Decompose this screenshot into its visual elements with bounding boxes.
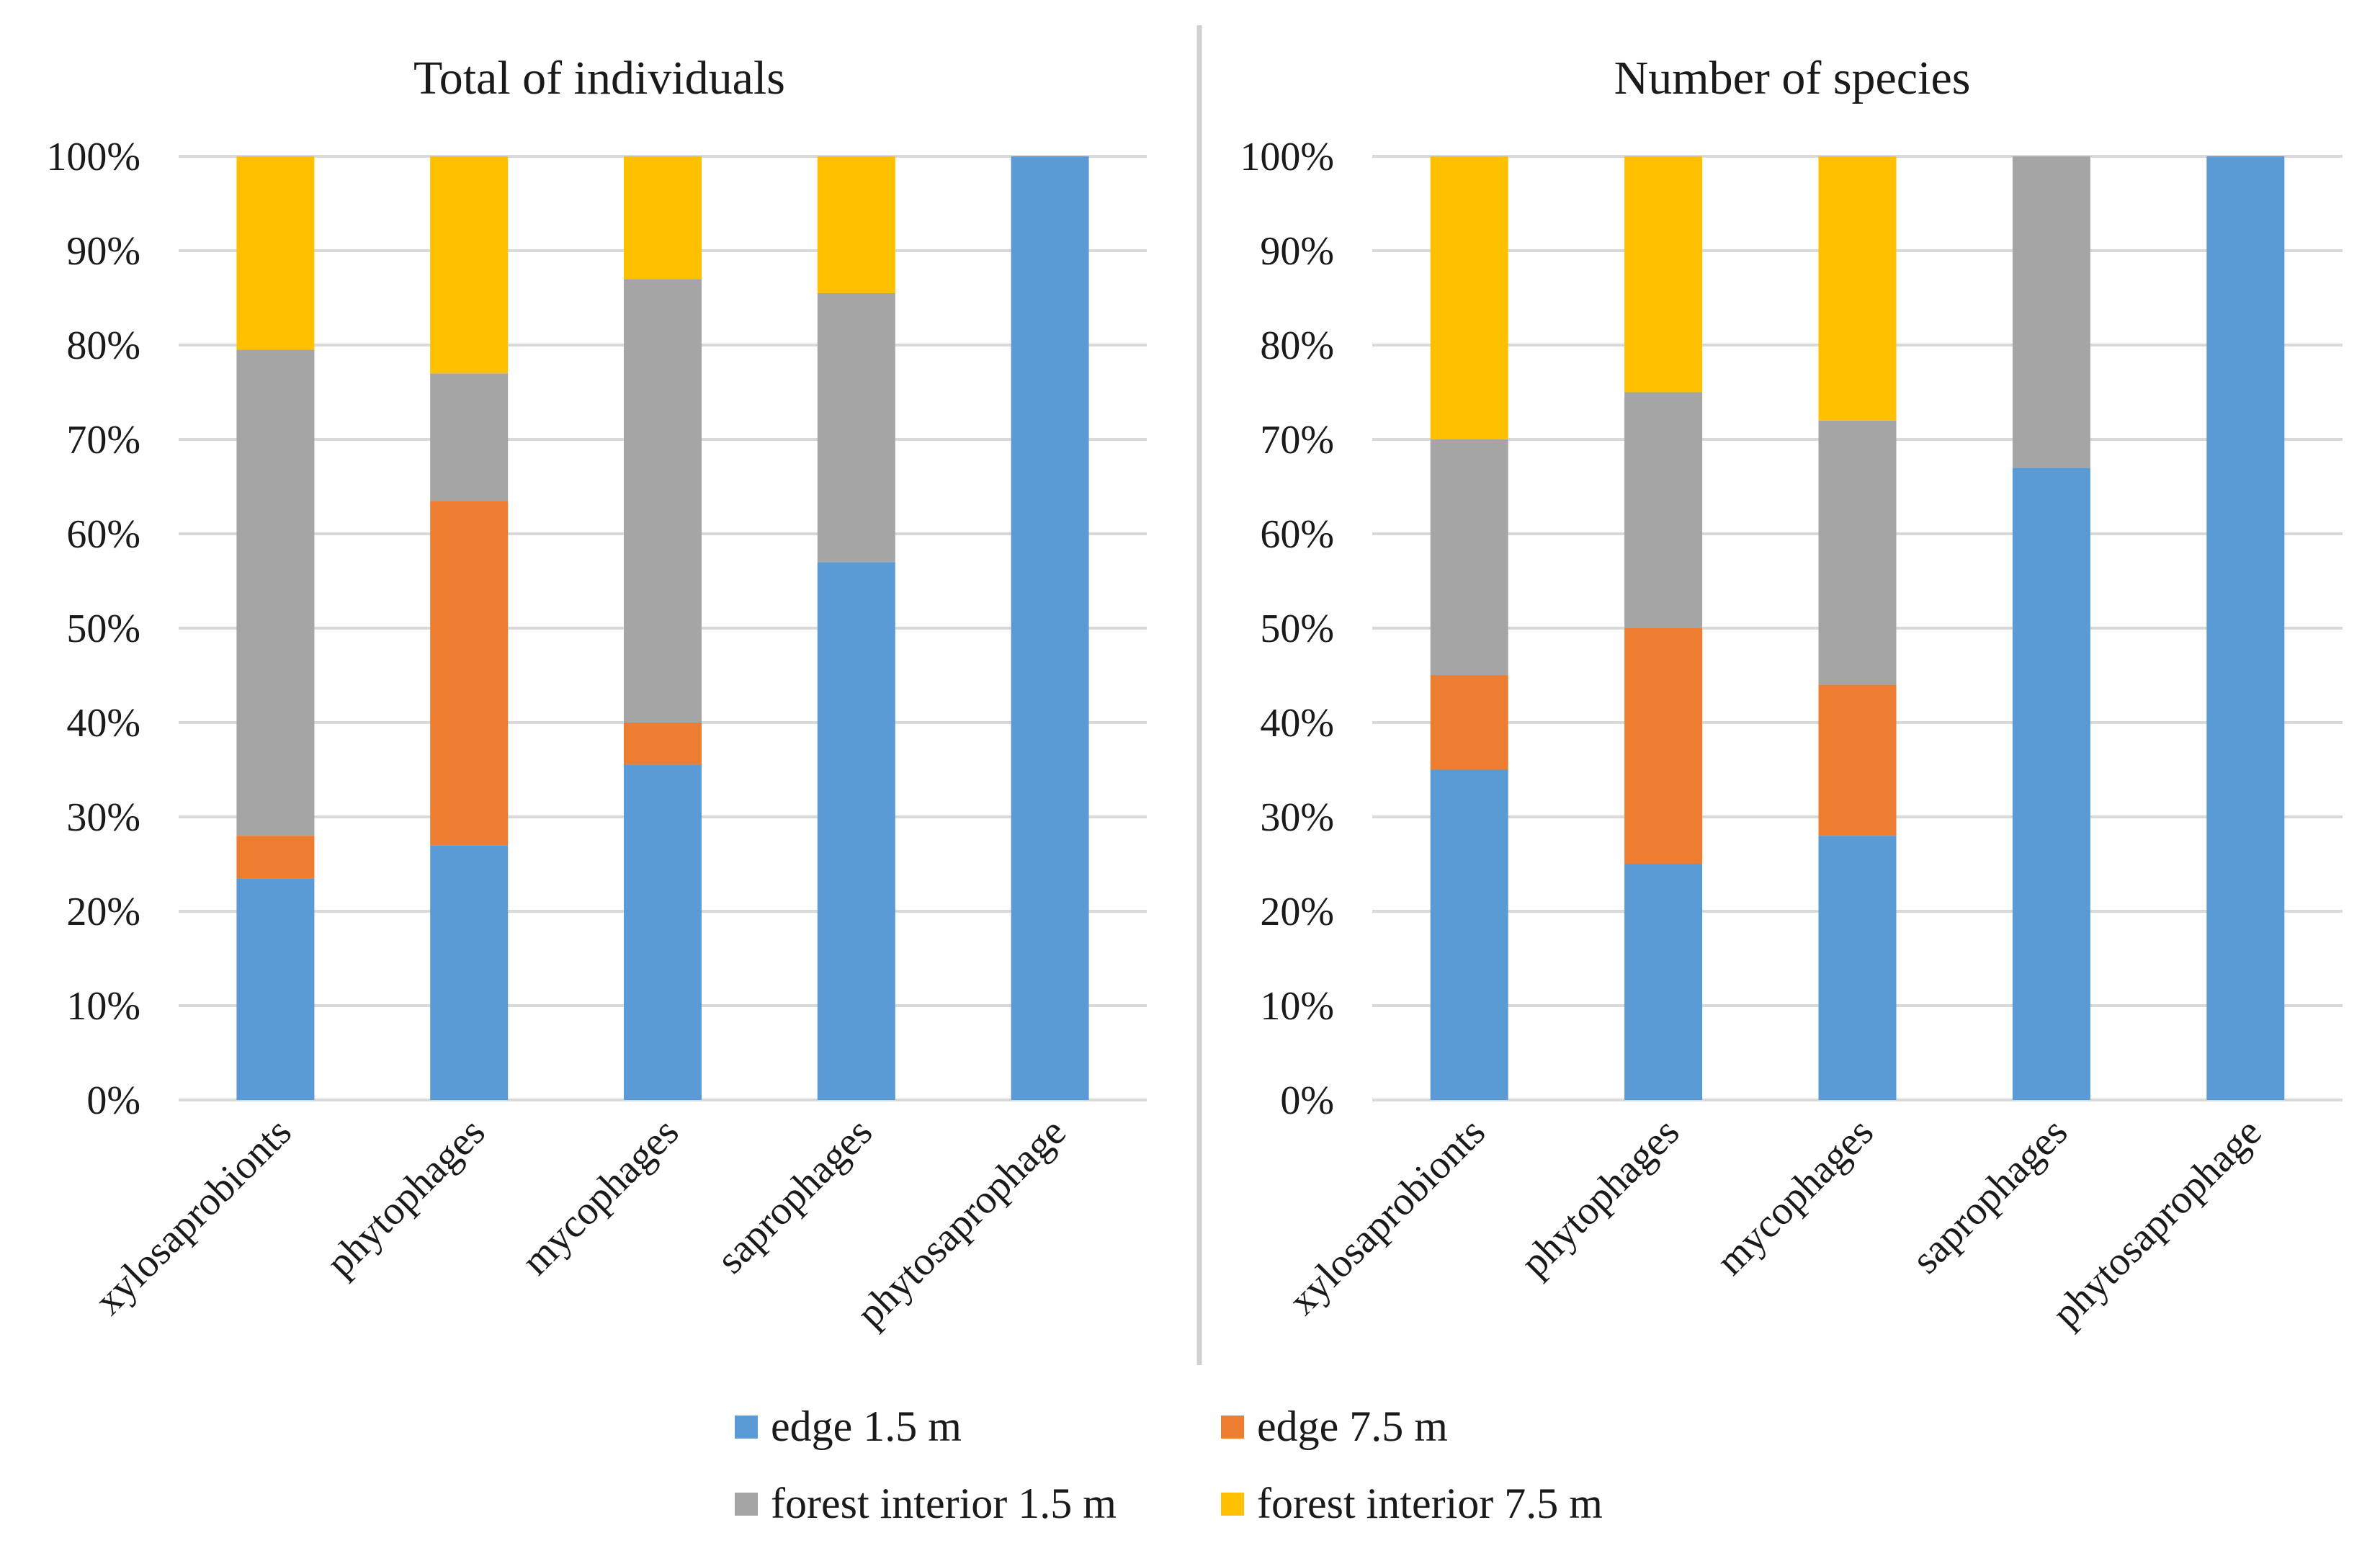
bars xyxy=(1430,156,2285,1100)
bar-segment xyxy=(1818,156,1897,421)
y-tick-label: 80% xyxy=(66,323,140,368)
legend-label: forest interior 7.5 m xyxy=(1257,1480,1603,1527)
y-tick-label: 60% xyxy=(66,512,140,557)
y-tick-label: 10% xyxy=(66,984,140,1029)
x-category-label: xylosaprobionts xyxy=(86,1109,300,1323)
x-category-label: phytophages xyxy=(1512,1109,1688,1285)
bar-segment xyxy=(1624,628,1703,864)
x-category-label: mycophages xyxy=(1708,1109,1882,1284)
y-tick-label: 90% xyxy=(66,229,140,274)
x-category-label: phytophages xyxy=(318,1109,493,1285)
y-tick-label: 30% xyxy=(66,795,140,840)
y-tick-label: 100% xyxy=(46,135,140,179)
y-axis-ticks: 0% 10% 20% 30% 40% 50% 60% 70% 80% 90% 100% xyxy=(1240,135,1334,1123)
legend-item: forest interior 7.5 m xyxy=(1221,1480,1603,1527)
bar-segment xyxy=(1430,439,1508,676)
legend-swatch xyxy=(735,1416,758,1439)
y-tick-label: 40% xyxy=(1260,701,1334,746)
x-axis-categories: xylosaprobionts phytophages mycophages sapr… xyxy=(86,1109,1075,1336)
y-tick-label: 40% xyxy=(66,701,140,746)
y-tick-label: 50% xyxy=(66,607,140,651)
bar-segment xyxy=(1430,675,1508,770)
bar-segment xyxy=(236,156,315,350)
chart-title: Total of individuals xyxy=(413,52,785,104)
legend-swatch xyxy=(1221,1416,1244,1439)
y-axis-ticks: 0% 10% 20% 30% 40% 50% 60% 70% 80% 90% 100% xyxy=(46,135,140,1123)
bar-segment xyxy=(1818,684,1897,836)
bar-segment xyxy=(2206,156,2285,1100)
y-tick-label: 80% xyxy=(1260,323,1334,368)
y-tick-label: 10% xyxy=(1260,984,1334,1029)
y-tick-label: 20% xyxy=(1260,890,1334,934)
bar-segment xyxy=(1624,156,1703,393)
bar-segment xyxy=(1011,156,1089,1100)
legend-swatch xyxy=(1221,1493,1244,1516)
bar-segment xyxy=(430,501,509,846)
legend-item: edge 7.5 m xyxy=(1221,1403,1448,1450)
bar-segment xyxy=(1430,769,1508,1100)
bar-segment xyxy=(624,723,702,765)
bar-segment xyxy=(624,764,702,1100)
x-category-label: phytosaprophage xyxy=(848,1109,1074,1336)
bar-segment xyxy=(1818,836,1897,1100)
chart-panel-total-individuals: Total of individuals 0% 10% 20% 30% 40% 50% 60… xyxy=(46,52,1147,1336)
bar-segment xyxy=(236,349,315,836)
y-tick-label: 0% xyxy=(86,1078,140,1123)
y-tick-label: 70% xyxy=(66,418,140,462)
bar-segment xyxy=(430,845,509,1100)
bar-segment xyxy=(817,292,895,563)
x-category-label: saprophages xyxy=(708,1109,881,1282)
legend-label: edge 1.5 m xyxy=(771,1403,962,1450)
y-tick-label: 20% xyxy=(66,890,140,934)
legend-label: forest interior 1.5 m xyxy=(771,1480,1117,1527)
y-tick-label: 50% xyxy=(1260,607,1334,651)
x-category-label: phytosaprophage xyxy=(2044,1109,2270,1336)
legend-label: edge 7.5 m xyxy=(1257,1403,1448,1450)
x-category-label: saprophages xyxy=(1904,1109,2077,1282)
chart-title: Number of species xyxy=(1614,52,1971,104)
x-axis-categories: xylosaprobionts phytophages mycophages sapr… xyxy=(1280,1109,2270,1336)
bar-segment xyxy=(2012,156,2090,468)
y-tick-label: 70% xyxy=(1260,418,1334,462)
bars xyxy=(236,156,1089,1100)
bar-segment xyxy=(624,279,702,723)
legend: edge 1.5 m edge 7.5 m forest interior 1.… xyxy=(735,1403,1603,1527)
bar-segment xyxy=(624,156,702,280)
y-tick-label: 0% xyxy=(1280,1078,1334,1123)
y-tick-label: 100% xyxy=(1240,135,1334,179)
legend-item: forest interior 1.5 m xyxy=(735,1480,1117,1527)
bar-segment xyxy=(1624,864,1703,1100)
y-tick-label: 90% xyxy=(1260,229,1334,274)
legend-swatch xyxy=(735,1493,758,1516)
bar-segment xyxy=(236,878,315,1100)
bar-segment xyxy=(236,836,315,879)
bar-segment xyxy=(430,373,509,501)
legend-item: edge 1.5 m xyxy=(735,1403,962,1450)
chart-panel-number-species: Number of species 0% 10% 20% 30% 40% 50% 60% 70… xyxy=(1240,52,2343,1336)
bar-segment xyxy=(2012,468,2090,1100)
bar-segment xyxy=(1624,392,1703,628)
bar-segment xyxy=(817,156,895,293)
bar-segment xyxy=(1430,156,1508,439)
bar-segment xyxy=(817,562,895,1100)
x-category-label: xylosaprobionts xyxy=(1280,1109,1494,1323)
y-tick-label: 30% xyxy=(1260,795,1334,840)
bar-segment xyxy=(430,156,509,374)
bar-segment xyxy=(1818,420,1897,685)
x-category-label: mycophages xyxy=(513,1109,687,1284)
y-tick-label: 60% xyxy=(1260,512,1334,557)
